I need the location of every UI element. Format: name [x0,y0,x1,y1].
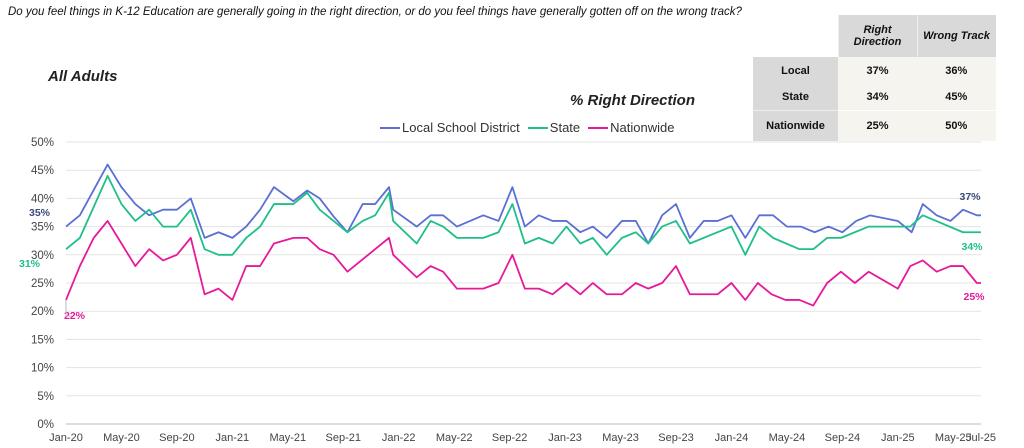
leader-line [65,299,72,317]
x-tick-label: Sep-24 [825,432,860,444]
survey-question: Do you feel things in K-12 Education are… [8,6,742,18]
start-data-label-nationwide: 22% [64,310,86,322]
y-tick-label: 0% [37,419,54,431]
y-tick-label: 5% [37,391,54,403]
y-tick-label: 45% [31,165,54,177]
x-tick-label: Sep-23 [658,432,693,444]
cell-right: 25% [838,110,917,141]
x-tick-label: Sep-20 [159,432,194,444]
cell-wrong: 45% [917,84,996,111]
cell-right: 37% [838,57,917,84]
header-right-direction: Right Direction [837,15,917,57]
end-data-label-nationwide: 25% [963,291,985,303]
legend-item-state: State [527,120,581,135]
x-tick-label: Sep-22 [492,432,527,444]
cell-right: 34% [838,84,917,111]
x-tick-label: Jan-21 [216,432,250,444]
cell-wrong: 50% [917,110,996,141]
x-tick-label: Jul-25 [966,432,996,444]
legend-label: Local School District [402,120,520,135]
legend-label: State [549,120,581,135]
row-label: Nationwide [753,110,838,141]
x-tick-label: Jan-20 [49,432,83,444]
x-tick-label: May-21 [269,432,306,444]
legend-item-nationwide: Nationwide [588,120,674,135]
legend-item-local: Local School District [380,120,520,135]
y-tick-label: 25% [31,278,54,290]
y-tick-label: 35% [31,222,54,234]
end-data-label-state: 34% [961,241,983,253]
header-wrong-track: Wrong Track [916,15,996,57]
x-tick-label: May-25 [935,432,972,444]
table-header-row: Right Direction Wrong Track [753,15,996,57]
legend-label: Nationwide [610,120,675,135]
table-row: Nationwide 25% 50% [753,110,996,141]
series-line-state [65,174,981,256]
y-tick-label: 40% [31,193,54,205]
legend: Local School District State Nationwide [380,120,674,135]
x-tick-label: May-20 [103,432,140,444]
table-row: Local 37% 36% [753,57,996,84]
empty-corner [753,15,838,57]
x-tick-label: Jan-22 [382,432,416,444]
y-tick-label: 30% [31,250,54,262]
summary-table: Right Direction Wrong Track Local 37% 36% … [753,15,996,141]
row-label: Local [753,57,838,84]
y-tick-label: 10% [31,363,54,375]
y-tick-label: 50% [31,137,54,149]
series-line-nationwide [65,220,981,307]
x-tick-label: Jan-25 [881,432,915,444]
start-data-label-state: 31% [19,258,41,270]
x-tick-label: May-23 [602,432,639,444]
subtitle: All Adults [48,68,118,85]
x-tick-label: May-24 [769,432,806,444]
y-tick-label: 20% [31,306,54,318]
x-tick-label: Jan-24 [715,432,749,444]
cell-wrong: 36% [917,57,996,84]
row-label: State [753,84,838,111]
start-data-label-local: 35% [29,207,51,219]
legend-swatch-state [527,126,548,129]
table-row: State 34% 45% [753,84,996,111]
chart-title: % Right Direction [569,92,695,109]
x-tick-label: May-22 [436,432,473,444]
x-tick-label: Sep-21 [326,432,361,444]
end-data-label-local: 37% [959,191,981,203]
legend-swatch-local [380,126,400,129]
y-tick-label: 15% [31,334,54,346]
legend-swatch-nationwide [588,126,609,129]
x-tick-label: Jan-23 [548,432,582,444]
series-line-local [65,163,981,245]
